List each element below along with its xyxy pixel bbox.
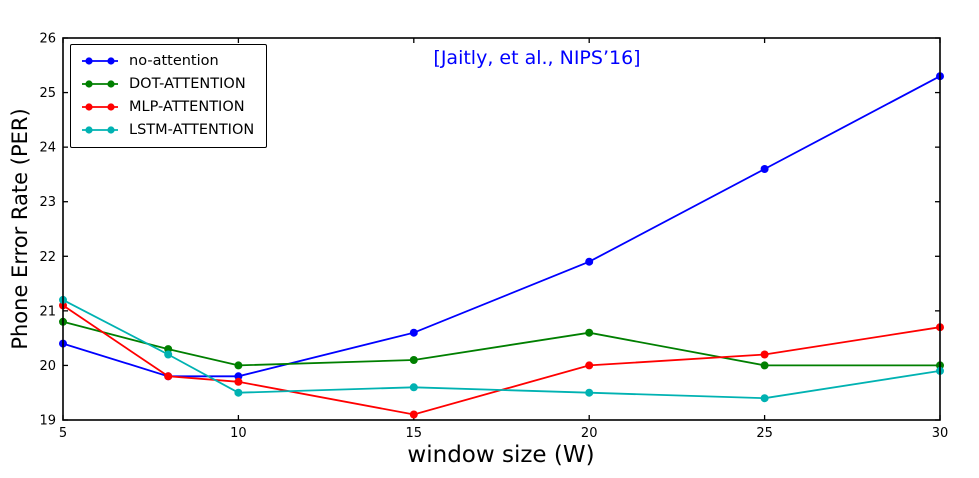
legend-item-lstm-attention: LSTM-ATTENTION: [80, 121, 254, 139]
legend-label: no-attention: [129, 53, 219, 69]
data-point-dot-attention: [760, 361, 769, 370]
data-point-no-attention: [409, 328, 418, 337]
data-point-no-attention: [760, 165, 769, 173]
legend-item-dot-attention: DOT-ATTENTION: [80, 75, 254, 93]
legend-item-mlp-attention: MLP-ATTENTION: [80, 98, 254, 116]
data-point-dot-attention: [585, 328, 594, 337]
data-point-no-attention: [234, 372, 243, 381]
y-tick-label: 19: [39, 414, 56, 429]
legend-label: DOT-ATTENTION: [129, 76, 246, 93]
legend-label: MLP-ATTENTION: [129, 99, 245, 116]
y-tick-label: 20: [39, 359, 56, 374]
x-tick-label: 10: [230, 426, 247, 441]
x-tick-label: 20: [581, 426, 598, 441]
y-tick-label: 26: [39, 32, 56, 47]
axes-frame: [62, 37, 941, 421]
data-point-lstm-attention: [164, 350, 173, 359]
data-point-lstm-attention: [234, 388, 243, 397]
legend-line-marker-icon: [82, 126, 118, 135]
y-tick-label: 25: [39, 86, 56, 101]
y-tick-label: 24: [39, 141, 56, 156]
data-point-dot-attention: [409, 356, 418, 364]
data-point-lstm-attention: [585, 388, 594, 397]
y-tick-label: 21: [39, 304, 56, 319]
data-point-mlp-attention: [164, 372, 173, 381]
data-point-mlp-attention: [760, 350, 769, 359]
x-tick-label: 5: [59, 426, 67, 441]
x-axis-label: window size (W): [407, 442, 595, 468]
data-point-mlp-attention: [585, 361, 594, 370]
series-line-mlp-attention: [62, 304, 941, 416]
y-axis-label: Phone Error Rate (PER): [8, 108, 32, 350]
data-point-mlp-attention: [234, 377, 243, 386]
series-line-dot-attention: [62, 320, 940, 367]
citation-annotation: [Jaitly, et al., NIPS’16]: [433, 47, 641, 69]
legend-line-marker-icon: [82, 80, 118, 88]
legend-line-marker-icon: [82, 103, 118, 111]
x-tick-label: 25: [756, 426, 773, 441]
y-tick-label: 22: [39, 250, 56, 265]
x-tick-label: 15: [406, 426, 423, 441]
legend-line-marker-icon: [82, 57, 118, 65]
x-tick-label: 30: [932, 426, 949, 441]
legend: no-attention DOT-ATTENTION MLP-ATTENTION LS…: [70, 44, 268, 148]
data-point-lstm-attention: [760, 394, 769, 403]
data-point-dot-attention: [234, 361, 243, 370]
data-point-no-attention: [585, 257, 594, 266]
y-tick-label: 23: [39, 195, 56, 210]
legend-label: LSTM-ATTENTION: [129, 122, 255, 139]
series-line-lstm-attention: [62, 299, 941, 400]
legend-item-no-attention: no-attention: [80, 52, 254, 70]
data-point-mlp-attention: [409, 410, 418, 419]
data-point-lstm-attention: [409, 383, 418, 392]
